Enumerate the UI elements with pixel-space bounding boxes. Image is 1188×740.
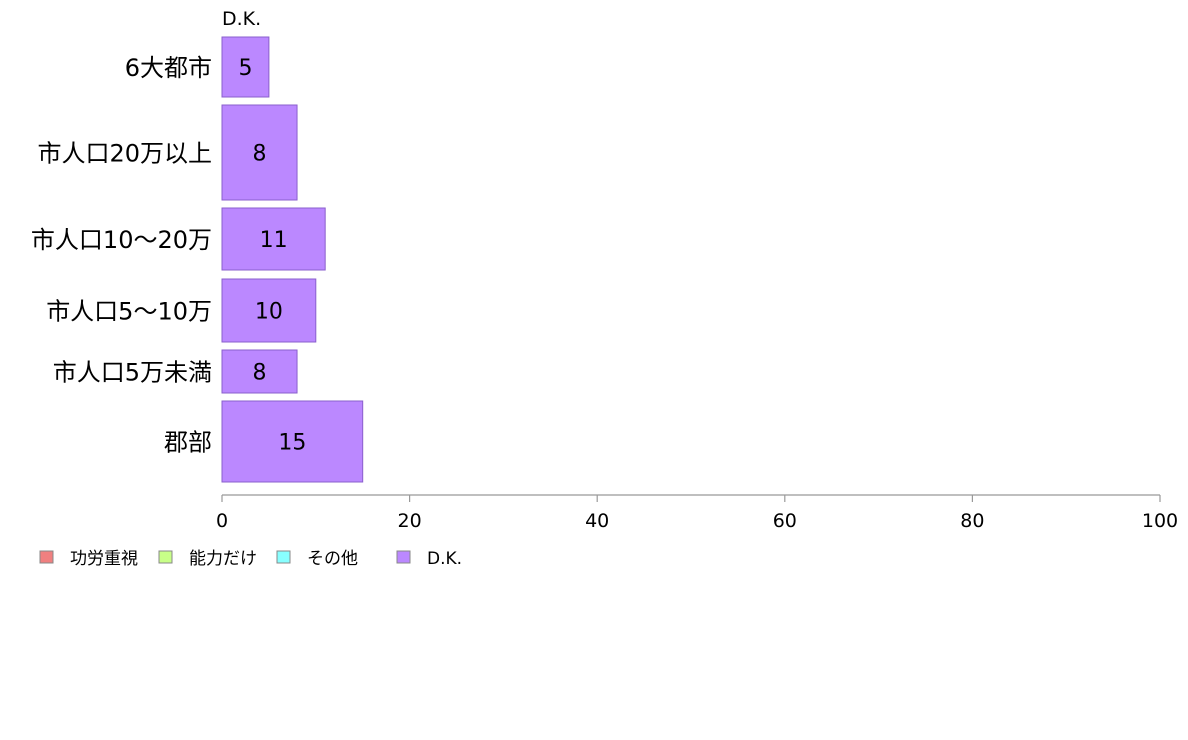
legend: 功労重視 能力だけ その他 D.K. — [39, 549, 462, 569]
legend-label: 能力だけ — [189, 549, 257, 569]
legend-label: D.K. — [427, 549, 462, 569]
x-tick-label: 20 — [398, 510, 422, 532]
x-tick-label: 100 — [1142, 510, 1178, 532]
category-label: 6大都市 — [125, 54, 212, 82]
bar — [221, 104, 298, 201]
category-label: 市人口5〜10万 — [46, 298, 212, 326]
bar — [221, 207, 326, 271]
legend-swatch — [158, 550, 173, 564]
x-tick-label: 60 — [773, 510, 797, 532]
category-label: 市人口5万未満 — [53, 359, 212, 387]
bar-value-label: 11 — [260, 228, 288, 253]
x-tick-label: 40 — [585, 510, 609, 532]
category-label: 市人口20万以上 — [37, 140, 212, 168]
bar-value-label: 5 — [238, 56, 252, 81]
category-label: 郡部 — [164, 429, 212, 457]
bar — [221, 278, 317, 343]
category-label: 市人口10〜20万 — [31, 226, 212, 254]
bar — [221, 36, 270, 98]
legend-label: その他 — [307, 549, 358, 569]
x-axis: 0 20 40 60 80 100 — [216, 494, 1178, 532]
bar — [221, 400, 364, 483]
bars-layer: 5 8 11 10 8 15 — [221, 36, 364, 483]
bar-value-label: 8 — [253, 142, 267, 167]
bar — [221, 349, 298, 394]
legend-swatch — [396, 550, 411, 564]
legend-label: 功労重視 — [70, 549, 138, 569]
bar-value-label: 8 — [253, 361, 267, 386]
legend-swatch — [276, 550, 291, 564]
x-tick-label: 0 — [216, 510, 228, 532]
bar-value-label: 15 — [278, 431, 306, 456]
bar-value-label: 10 — [255, 300, 283, 325]
series-title: D.K. — [222, 8, 261, 30]
x-tick-label: 80 — [960, 510, 984, 532]
legend-swatch — [39, 550, 54, 564]
